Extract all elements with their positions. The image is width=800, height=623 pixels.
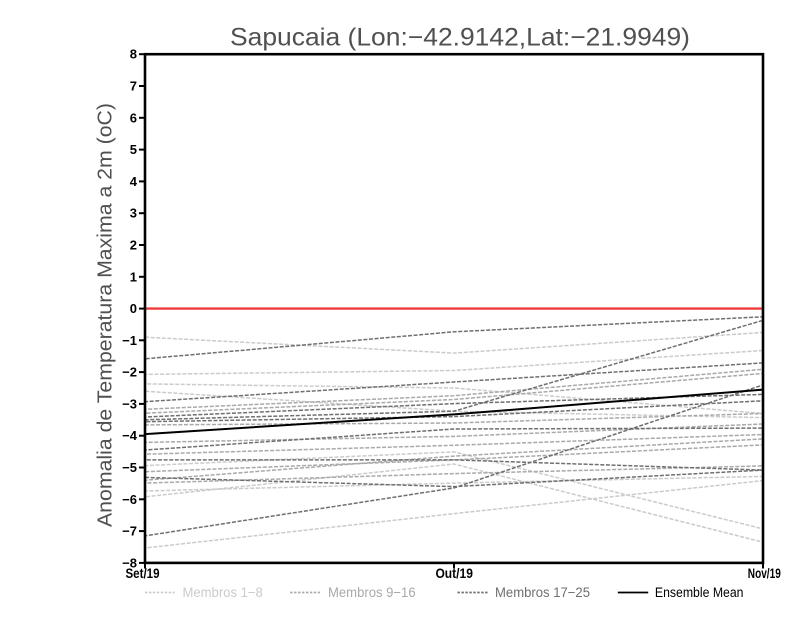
svg-text:3: 3 xyxy=(130,206,137,221)
svg-text:−6: −6 xyxy=(122,492,137,507)
svg-text:−3: −3 xyxy=(122,396,137,411)
svg-text:Sapucaia (Lon:−42.9142,Lat:−21: Sapucaia (Lon:−42.9142,Lat:−21.9949) xyxy=(230,24,690,52)
svg-text:6: 6 xyxy=(130,110,137,125)
svg-text:Set/19: Set/19 xyxy=(125,566,159,581)
svg-text:−8: −8 xyxy=(122,555,137,570)
svg-text:Out/19: Out/19 xyxy=(435,566,473,581)
svg-text:Membros 17−25: Membros 17−25 xyxy=(495,585,590,600)
svg-text:Anomalia de Temperatura Maxima: Anomalia de Temperatura Maxima a 2m (oC) xyxy=(95,103,117,527)
svg-text:−4: −4 xyxy=(122,428,138,443)
svg-text:−1: −1 xyxy=(122,333,137,348)
svg-text:0: 0 xyxy=(130,301,137,316)
svg-text:2: 2 xyxy=(130,238,137,253)
svg-text:1: 1 xyxy=(130,269,137,284)
svg-text:−7: −7 xyxy=(122,524,137,539)
svg-text:8: 8 xyxy=(130,47,137,62)
svg-text:−2: −2 xyxy=(122,365,137,380)
svg-text:Ensemble Mean: Ensemble Mean xyxy=(655,585,744,600)
svg-text:4: 4 xyxy=(130,174,138,189)
svg-text:7: 7 xyxy=(130,79,137,94)
svg-text:−5: −5 xyxy=(122,460,137,475)
svg-text:Nov/19: Nov/19 xyxy=(748,566,781,581)
svg-text:5: 5 xyxy=(130,142,137,157)
svg-text:Membros 9−16: Membros 9−16 xyxy=(328,585,416,600)
svg-text:Membros 1−8: Membros 1−8 xyxy=(183,585,263,600)
